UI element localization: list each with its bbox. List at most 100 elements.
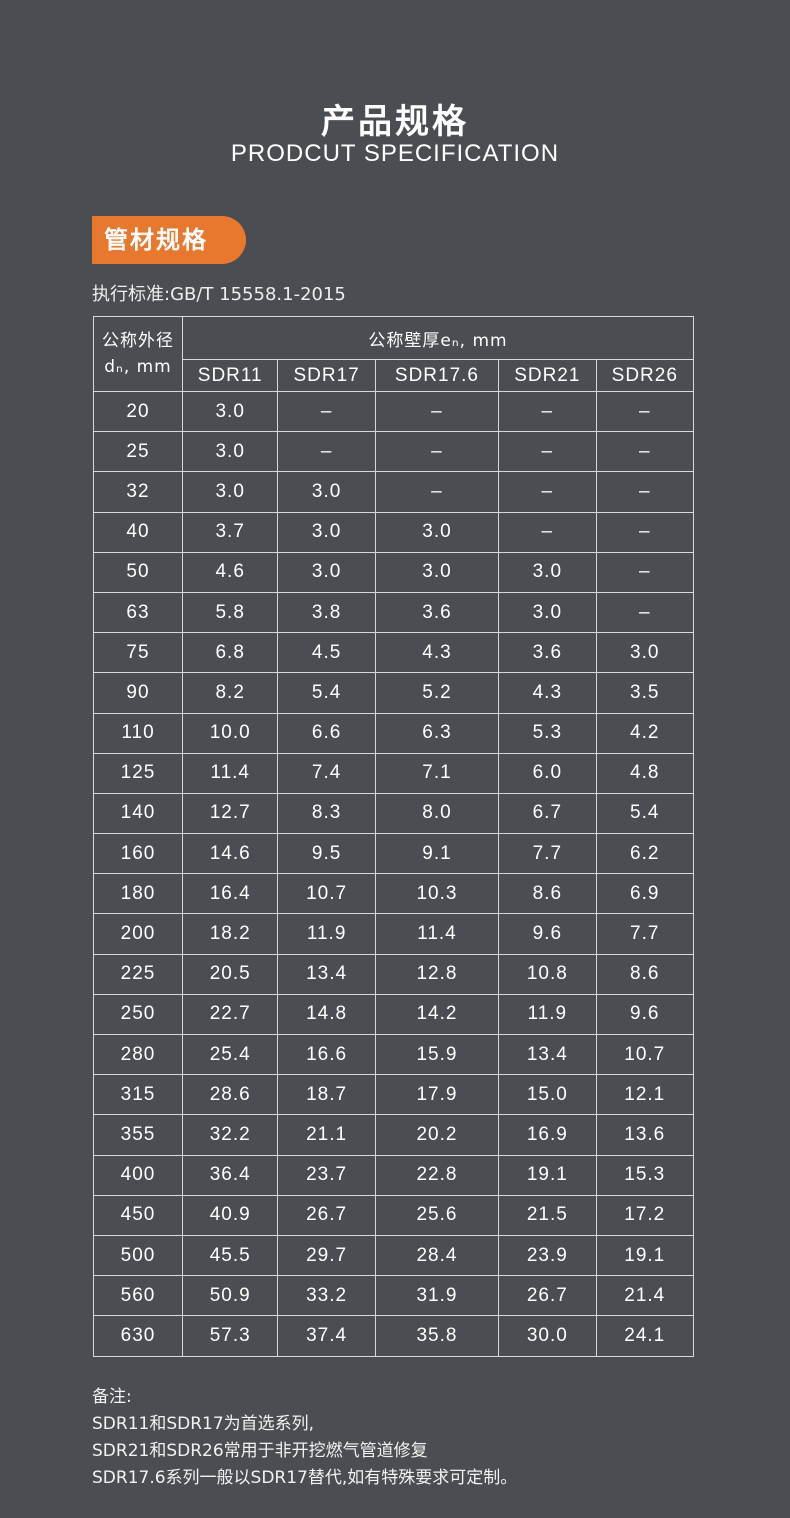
thickness-cell: 4.3 — [374, 632, 500, 674]
thickness-cell: 4.8 — [595, 752, 695, 794]
table-row: 280 25.4 16.6 15.9 13.4 10.7 — [93, 1033, 695, 1076]
standard-text: 执行标准:GB/T 15558.1-2015 — [92, 284, 346, 305]
thickness-cell: – — [374, 390, 500, 433]
diameter-cell: 125 — [93, 752, 183, 794]
thickness-cell: 14.2 — [374, 993, 500, 1036]
thickness-cell: 20.5 — [181, 953, 279, 995]
thickness-cell: 9.6 — [498, 913, 597, 955]
thickness-cell: 6.8 — [181, 632, 279, 674]
thickness-cell: 12.8 — [374, 953, 500, 995]
diameter-cell: 560 — [93, 1275, 183, 1317]
thickness-cell: 15.9 — [374, 1033, 500, 1076]
diameter-cell: 25 — [93, 431, 183, 473]
thickness-cell: 12.7 — [181, 792, 279, 835]
thickness-cell: 9.1 — [374, 833, 500, 875]
thickness-cell: 31.9 — [374, 1275, 500, 1317]
thickness-cell: 11.4 — [181, 752, 279, 794]
thickness-cell: 35.8 — [374, 1315, 500, 1357]
thickness-header: 公称壁厚eₙ, mm — [182, 316, 694, 360]
diameter-cell: 400 — [93, 1154, 183, 1196]
thickness-cell: 28.6 — [181, 1074, 279, 1116]
thickness-cell: 25.6 — [374, 1194, 500, 1236]
thickness-cell: 32.2 — [181, 1114, 279, 1156]
thickness-cell: 6.6 — [277, 712, 376, 754]
thickness-cell: 3.0 — [374, 551, 500, 593]
diameter-cell: 63 — [93, 591, 183, 634]
thickness-cell: – — [595, 551, 695, 593]
diameter-header: 公称外径 dₙ, mm — [93, 316, 183, 392]
table-row: 25 3.0– – – – — [93, 431, 695, 473]
thickness-cell: 3.0 — [277, 511, 376, 553]
thickness-cell: 21.5 — [498, 1194, 597, 1236]
thickness-cell: 15.3 — [595, 1154, 695, 1196]
thickness-cell: 3.0 — [374, 511, 500, 553]
thickness-cell: 4.6 — [181, 551, 279, 593]
thickness-cell: 26.7 — [277, 1194, 376, 1236]
thickness-cell: 15.0 — [498, 1074, 597, 1116]
table-row: 160 14.6 9.5 9.1 7.7 6.2 — [93, 833, 695, 875]
thickness-cell: 3.7 — [181, 511, 279, 553]
table-row: 200 18.2 11.9 11.4 9.6 7.7 — [93, 913, 695, 955]
thickness-cell: 45.5 — [181, 1234, 279, 1277]
section-badge: 管材规格 — [92, 216, 246, 264]
thickness-cell: 22.7 — [181, 993, 279, 1036]
diameter-cell: 110 — [93, 712, 183, 754]
thickness-cell: 16.9 — [498, 1114, 597, 1156]
table-row: 630 57.3 37.4 35.8 30.0 24.1 — [93, 1315, 695, 1357]
thickness-cell: 9.6 — [595, 993, 695, 1036]
diameter-cell: 225 — [93, 953, 183, 995]
thickness-cell: 4.5 — [277, 632, 376, 674]
table-row: 63 5.8 3.8 3.6 3.0– — [93, 591, 695, 634]
thickness-cell: 24.1 — [595, 1315, 695, 1357]
thickness-cell: 6.0 — [498, 752, 597, 794]
diameter-cell: 280 — [93, 1033, 183, 1076]
thickness-cell: – — [498, 390, 597, 433]
note-line: SDR21和SDR26常用于非开挖燃气管道修复 — [92, 1441, 428, 1461]
thickness-cell: – — [374, 471, 500, 513]
thickness-cell: 9.5 — [277, 833, 376, 875]
notes: 备注: SDR11和SDR17为首选系列, SDR21和SDR26常用于非开挖燃… — [92, 1384, 517, 1492]
column-header: SDR17 — [277, 359, 376, 392]
thickness-cell: 16.4 — [181, 873, 279, 915]
thickness-cell: 19.1 — [498, 1154, 597, 1196]
thickness-cell: 11.9 — [498, 993, 597, 1036]
thickness-cell: 17.9 — [374, 1074, 500, 1116]
spec-table: 公称外径 dₙ, mm 公称壁厚eₙ, mm SDR11 SDR17 SDR17.6… — [93, 316, 695, 1357]
thickness-cell: 3.0 — [181, 431, 279, 473]
thickness-cell: 3.5 — [595, 672, 695, 714]
thickness-cell: 10.7 — [277, 873, 376, 915]
diameter-cell: 355 — [93, 1114, 183, 1156]
thickness-cell: 36.4 — [181, 1154, 279, 1196]
thickness-cell: – — [374, 431, 500, 473]
thickness-cell: 14.8 — [277, 993, 376, 1036]
thickness-cell: 8.6 — [498, 873, 597, 915]
diameter-cell: 75 — [93, 632, 183, 674]
thickness-cell: – — [595, 390, 695, 433]
page-title: 产品规格 — [321, 102, 469, 142]
thickness-cell: 3.0 — [498, 551, 597, 593]
thickness-cell: 18.2 — [181, 913, 279, 955]
thickness-cell: 22.8 — [374, 1154, 500, 1196]
thickness-cell: 11.4 — [374, 913, 500, 955]
thickness-cell: 3.0 — [595, 632, 695, 674]
thickness-cell: 13.4 — [498, 1033, 597, 1076]
diameter-cell: 40 — [93, 511, 183, 553]
table-row: 180 16.4 10.7 10.3 8.6 6.9 — [93, 873, 695, 915]
thickness-cell: 17.2 — [595, 1194, 695, 1236]
thickness-cell: 57.3 — [181, 1315, 279, 1357]
thickness-cell: 7.4 — [277, 752, 376, 794]
thickness-cell: 3.0 — [181, 471, 279, 513]
diameter-cell: 140 — [93, 792, 183, 835]
page-subtitle: PRODCUT SPECIFICATION — [230, 140, 560, 167]
thickness-cell: – — [498, 431, 597, 473]
thickness-cell: 40.9 — [181, 1194, 279, 1236]
thickness-cell: 3.8 — [277, 591, 376, 634]
table-row: 50 4.6 3.0 3.0 3.0– — [93, 551, 695, 593]
diameter-cell: 180 — [93, 873, 183, 915]
thickness-cell: 6.9 — [595, 873, 695, 915]
thickness-cell: 4.2 — [595, 712, 695, 754]
table-row: 75 6.8 4.5 4.3 3.6 3.0 — [93, 632, 695, 674]
thickness-cell: 8.3 — [277, 792, 376, 835]
thickness-cell: 20.2 — [374, 1114, 500, 1156]
column-header: SDR11 — [181, 359, 279, 392]
